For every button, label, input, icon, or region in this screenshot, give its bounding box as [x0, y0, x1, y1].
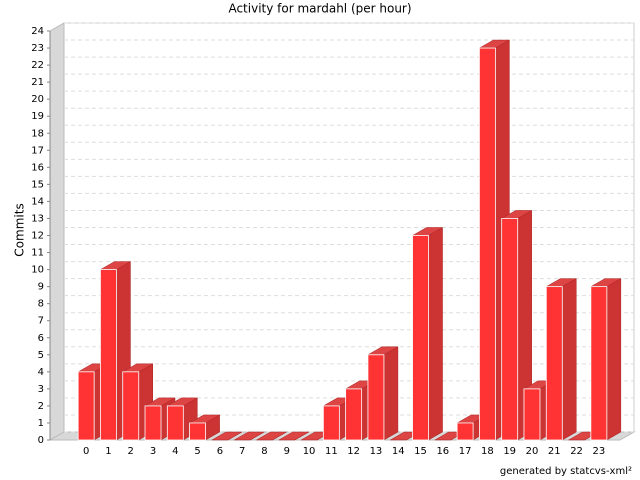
bar: [367, 354, 385, 441]
y-tick-label: 11: [31, 248, 44, 259]
bar: [166, 405, 184, 441]
bar: [412, 235, 429, 441]
y-tick-label: 18: [31, 128, 44, 139]
x-tick-label: 22: [570, 446, 583, 457]
bar: [523, 388, 541, 441]
x-tick-label: 0: [83, 446, 89, 457]
bar-side: [383, 346, 399, 441]
bar: [501, 218, 519, 441]
bar: [478, 47, 496, 441]
x-tick-label: 18: [481, 446, 494, 457]
y-tick-label: 10: [31, 265, 44, 276]
bar-side: [606, 278, 622, 441]
bar: [100, 269, 117, 441]
x-tick-label: 7: [239, 446, 245, 457]
x-tick-label: 21: [548, 446, 561, 457]
left-wall: [49, 22, 65, 441]
y-tick-label: 20: [31, 94, 44, 105]
bar: [545, 286, 563, 441]
bar: [189, 422, 207, 441]
x-tick-label: 23: [592, 446, 605, 457]
bar: [345, 388, 363, 441]
bar: [322, 405, 340, 441]
bar-top: [233, 431, 266, 441]
x-tick-label: 15: [414, 446, 427, 457]
y-tick-label: 21: [31, 77, 44, 88]
bar: [144, 405, 162, 441]
y-tick-label: 12: [31, 231, 44, 242]
y-tick-label: 2: [38, 401, 44, 412]
bar: [122, 371, 140, 441]
y-tick-label: 6: [38, 333, 44, 344]
bar-top: [210, 431, 243, 441]
chart-title: Activity for mardahl (per hour): [228, 2, 411, 16]
x-tick-label: 3: [150, 446, 156, 457]
bar-side: [428, 227, 443, 441]
y-tick-label: 7: [38, 316, 44, 327]
y-tick-label: 19: [31, 111, 44, 122]
y-tick-label: 23: [31, 43, 44, 54]
y-tick-label: 5: [38, 350, 44, 361]
x-tick-label: 17: [459, 446, 472, 457]
y-tick-label: 8: [38, 299, 44, 310]
bar-top: [277, 431, 310, 441]
x-tick-label: 13: [370, 446, 383, 457]
y-tick-label: 9: [38, 282, 44, 293]
y-axis-label: Commits: [13, 203, 27, 256]
y-tick-label: 13: [31, 213, 44, 224]
bar-side: [562, 278, 577, 441]
y-tick-label: 17: [31, 145, 44, 156]
x-tick-label: 11: [325, 446, 338, 457]
footer: generated by statcvs-xml²: [500, 466, 632, 477]
x-tick-label: 8: [261, 446, 267, 457]
bar: [456, 422, 474, 441]
x-tick-label: 10: [303, 446, 316, 457]
bar: [77, 371, 95, 441]
y-tick-label: 3: [38, 384, 44, 395]
y-tick-label: 15: [31, 179, 44, 190]
x-tick-label: 16: [436, 446, 449, 457]
x-tick-label: 4: [172, 446, 178, 457]
x-tick-label: 14: [392, 446, 405, 457]
y-tick-label: 14: [31, 196, 44, 207]
y-tick-label: 22: [31, 60, 44, 71]
y-tick-label: 1: [38, 418, 44, 429]
x-tick-label: 20: [526, 446, 539, 457]
y-tick-label: 16: [31, 162, 44, 173]
y-tick-label: 4: [38, 367, 44, 378]
x-tick-label: 2: [128, 446, 134, 457]
x-tick-label: 9: [284, 446, 290, 457]
x-tick-label: 1: [105, 446, 111, 457]
y-tick-label: 24: [31, 26, 44, 37]
x-tick-label: 12: [347, 446, 360, 457]
x-tick-label: 6: [217, 446, 223, 457]
x-tick-label: 19: [503, 446, 516, 457]
x-tick-label: 5: [194, 446, 200, 457]
bar: [590, 286, 608, 441]
y-tick-label: 0: [38, 435, 44, 446]
bar-top: [255, 431, 288, 441]
